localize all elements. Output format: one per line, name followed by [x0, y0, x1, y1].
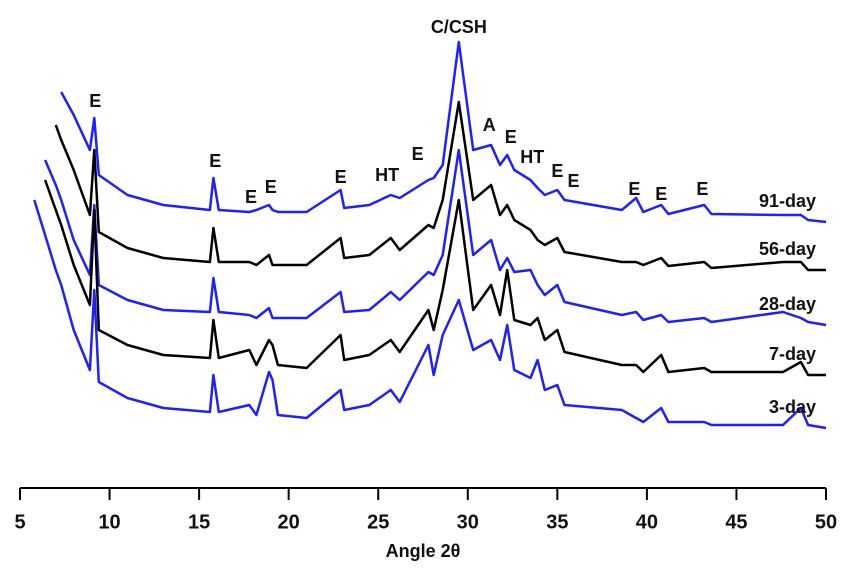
x-tick-label: 25	[367, 511, 389, 533]
x-tick-label: 45	[725, 511, 747, 533]
x-tick-label: 30	[457, 511, 479, 533]
peak-annotation: E	[245, 187, 257, 207]
series-line	[43, 179, 826, 377]
peak-annotation: C/CSH	[431, 17, 487, 37]
series-label: 56-day	[759, 239, 816, 259]
peak-annotation: E	[265, 177, 277, 197]
x-tick-label: 15	[188, 511, 210, 533]
series-line	[33, 199, 827, 430]
series-label: 28-day	[759, 294, 816, 314]
x-axis-title: Angle 2θ	[386, 541, 461, 561]
peak-annotation: HT	[375, 165, 399, 185]
peak-annotation: E	[551, 161, 563, 181]
peak-annotation: E	[505, 127, 517, 147]
series-line	[43, 148, 827, 327]
x-tick-label: 5	[14, 511, 25, 533]
series-label: 91-day	[759, 191, 816, 211]
x-tick-label: 50	[815, 511, 837, 533]
peak-annotation: HT	[520, 147, 544, 167]
x-tick-label: 20	[278, 511, 300, 533]
x-tick-label: 35	[546, 511, 568, 533]
peak-annotation: E	[209, 151, 221, 171]
series-line	[60, 40, 827, 224]
series-label: 3-day	[769, 397, 816, 417]
series-label: 7-day	[769, 344, 816, 364]
peak-annotation: E	[89, 91, 101, 111]
peak-annotation: E	[567, 171, 579, 191]
peak-annotation: E	[335, 167, 347, 187]
peak-annotation: E	[655, 184, 667, 204]
x-tick-label: 40	[636, 511, 658, 533]
peak-annotation: E	[628, 179, 640, 199]
peak-annotation: A	[483, 115, 496, 135]
x-tick-label: 10	[98, 511, 120, 533]
peak-annotation: E	[696, 179, 708, 199]
peak-annotation: E	[412, 144, 424, 164]
series-line	[54, 100, 826, 272]
